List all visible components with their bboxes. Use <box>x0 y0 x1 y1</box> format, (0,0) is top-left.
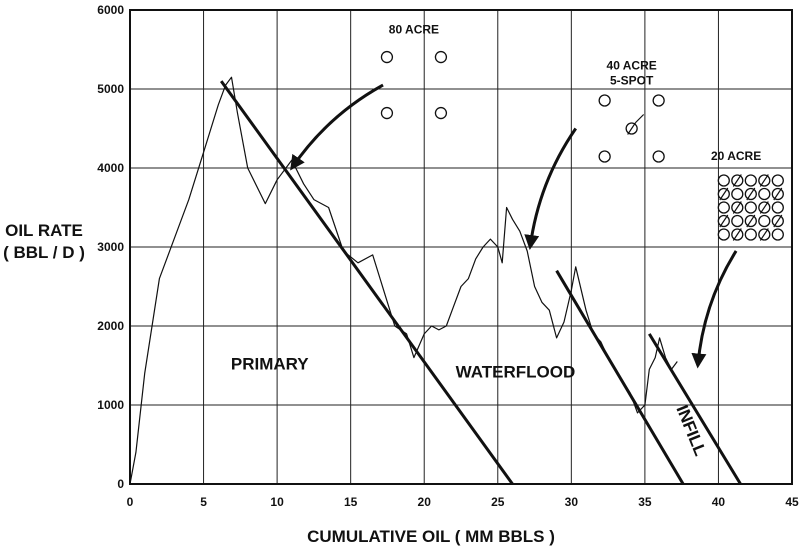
y-axis-title: OIL RATE <box>5 221 83 240</box>
plot-frame <box>129 9 793 485</box>
injector-slash <box>759 201 769 214</box>
injector-slash <box>719 214 729 228</box>
injector-slash <box>773 214 783 228</box>
oil-rate-series <box>129 76 678 485</box>
well-symbol <box>652 150 665 163</box>
region-label: PRIMARY <box>231 354 309 373</box>
y-tick-label: 1000 <box>97 398 124 412</box>
well-symbol <box>598 150 611 163</box>
injector-slash <box>759 174 769 187</box>
well-symbol <box>717 174 730 187</box>
well-symbol <box>731 214 744 228</box>
well-symbol <box>771 201 784 214</box>
injector-slash <box>732 174 742 187</box>
well-symbol <box>380 50 394 64</box>
y-tick-label: 2000 <box>97 319 124 333</box>
pattern-arrow <box>290 83 384 171</box>
well-symbol <box>744 174 757 187</box>
y-axis-title: ( BBL / D ) <box>3 243 85 262</box>
injector-slash <box>773 187 783 201</box>
region-label: WATERFLOOD <box>456 362 576 381</box>
x-tick-label: 30 <box>565 495 579 509</box>
well-symbol <box>744 201 757 214</box>
x-tick-label: 35 <box>638 495 652 509</box>
production-curve <box>129 76 678 485</box>
x-tick-label: 0 <box>127 495 134 509</box>
pattern-label: 5-SPOT <box>610 73 654 87</box>
grid <box>129 9 793 485</box>
y-tick-label: 5000 <box>97 82 124 96</box>
x-tick-label: 45 <box>785 495 799 509</box>
x-axis-title: CUMULATIVE OIL ( MM BBLS ) <box>307 527 555 546</box>
region-label: INFILL <box>672 403 709 459</box>
x-tick-label: 15 <box>344 495 358 509</box>
decline-line <box>648 333 742 485</box>
decline-lines <box>219 80 742 485</box>
x-tick-label: 40 <box>712 495 726 509</box>
well-symbol <box>758 187 771 201</box>
x-tick-label: 20 <box>418 495 432 509</box>
well-symbol <box>652 94 665 107</box>
well-symbol <box>771 228 784 241</box>
well-symbol <box>717 201 730 214</box>
well-symbol <box>434 106 448 120</box>
axis-titles: CUMULATIVE OIL ( MM BBLS ) OIL RATE ( BBL … <box>3 221 555 546</box>
well-symbol <box>758 214 771 228</box>
injector-arrow-tail <box>635 114 645 123</box>
injector-slash <box>627 122 637 135</box>
well-symbol <box>380 106 394 120</box>
decline-line <box>555 269 685 485</box>
well-symbol <box>434 50 448 64</box>
y-tick-label: 4000 <box>97 161 124 175</box>
y-tick-label: 3000 <box>97 240 124 254</box>
tick-labels: 0 5 10 15 20 25 30 35 40 45 0 1000 2000 3000 4000 5000 6… <box>97 3 799 509</box>
pattern-label: 20 ACRE <box>711 149 761 163</box>
well-symbol <box>598 94 611 107</box>
injector-slash <box>719 187 729 201</box>
x-tick-label: 10 <box>270 495 284 509</box>
x-tick-label: 5 <box>200 495 207 509</box>
well-symbol <box>744 228 757 241</box>
well-symbol <box>731 187 744 201</box>
well-symbol <box>717 228 730 241</box>
pattern-arrow <box>691 250 738 369</box>
y-tick-label: 0 <box>117 477 124 491</box>
pattern-label: 40 ACRE <box>607 58 657 72</box>
injector-slash <box>732 228 742 241</box>
injector-slash <box>746 214 756 228</box>
x-tick-label: 25 <box>491 495 505 509</box>
pattern-label: 80 ACRE <box>389 23 439 37</box>
injector-slash <box>732 201 742 214</box>
injector-slash <box>746 187 756 201</box>
y-tick-label: 6000 <box>97 3 124 17</box>
well-symbol <box>771 174 784 187</box>
injector-slash <box>759 228 769 241</box>
decline-line <box>219 80 514 485</box>
pattern-arrow <box>524 127 577 250</box>
